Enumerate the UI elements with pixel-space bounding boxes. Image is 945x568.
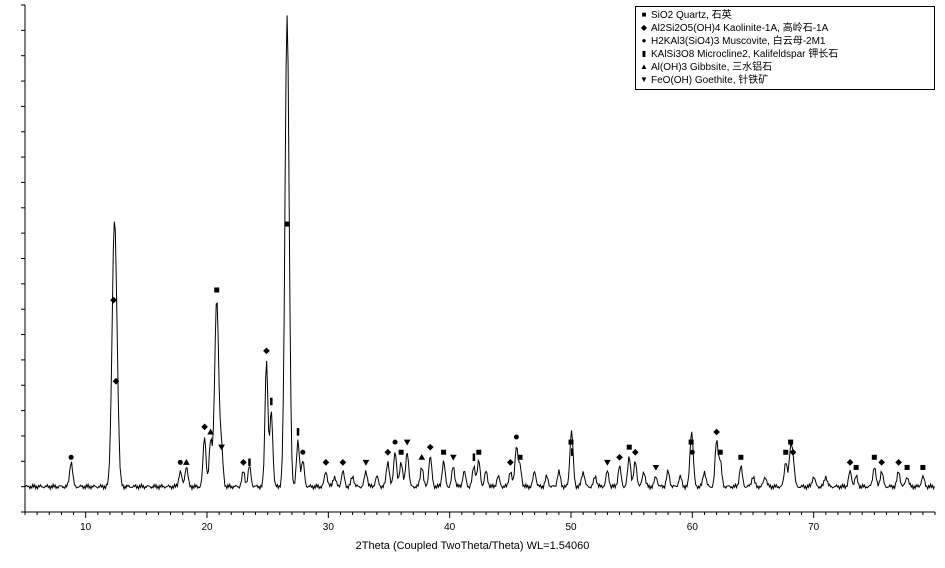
- legend-marker-icon: ▼: [640, 77, 648, 85]
- legend-marker-icon: ▲: [640, 64, 648, 72]
- legend-label: Al2Si2O5(OH)4 Kaolinite-1A, 高岭石-1A: [651, 22, 828, 35]
- svg-text:20: 20: [201, 522, 213, 533]
- legend-marker-icon: ◆: [640, 25, 648, 33]
- legend-item: ●H2KAl3(SiO4)3 Muscovite, 白云母-2M1: [640, 35, 930, 48]
- legend-marker-icon: ●: [640, 38, 648, 46]
- xrd-chart: 10203040506070 ■SiO2 Quartz, 石英◆Al2Si2O5…: [0, 0, 945, 568]
- legend-item: ■SiO2 Quartz, 石英: [640, 9, 930, 22]
- svg-text:40: 40: [444, 522, 456, 533]
- legend-label: H2KAl3(SiO4)3 Muscovite, 白云母-2M1: [651, 35, 826, 48]
- legend-item: ▲Al(OH)3 Gibbsite, 三水铝石: [640, 61, 930, 74]
- legend: ■SiO2 Quartz, 石英◆Al2Si2O5(OH)4 Kaolinite…: [635, 6, 935, 90]
- svg-text:70: 70: [808, 522, 820, 533]
- legend-marker-icon: ▮: [640, 51, 648, 59]
- legend-label: SiO2 Quartz, 石英: [651, 9, 732, 22]
- svg-text:60: 60: [687, 522, 699, 533]
- legend-item: ◆Al2Si2O5(OH)4 Kaolinite-1A, 高岭石-1A: [640, 22, 930, 35]
- legend-label: KAlSi3O8 Microcline2, Kalifeldspar 钾长石: [651, 48, 838, 61]
- svg-text:50: 50: [565, 522, 577, 533]
- legend-label: Al(OH)3 Gibbsite, 三水铝石: [651, 61, 772, 74]
- x-axis-label: 2Theta (Coupled TwoTheta/Theta) WL=1.540…: [0, 540, 945, 552]
- legend-item: ▮KAlSi3O8 Microcline2, Kalifeldspar 钾长石: [640, 48, 930, 61]
- svg-text:10: 10: [80, 522, 92, 533]
- svg-text:30: 30: [323, 522, 335, 533]
- legend-label: FeO(OH) Goethite, 针铁矿: [651, 74, 768, 87]
- legend-marker-icon: ■: [640, 12, 648, 20]
- legend-item: ▼FeO(OH) Goethite, 针铁矿: [640, 74, 930, 87]
